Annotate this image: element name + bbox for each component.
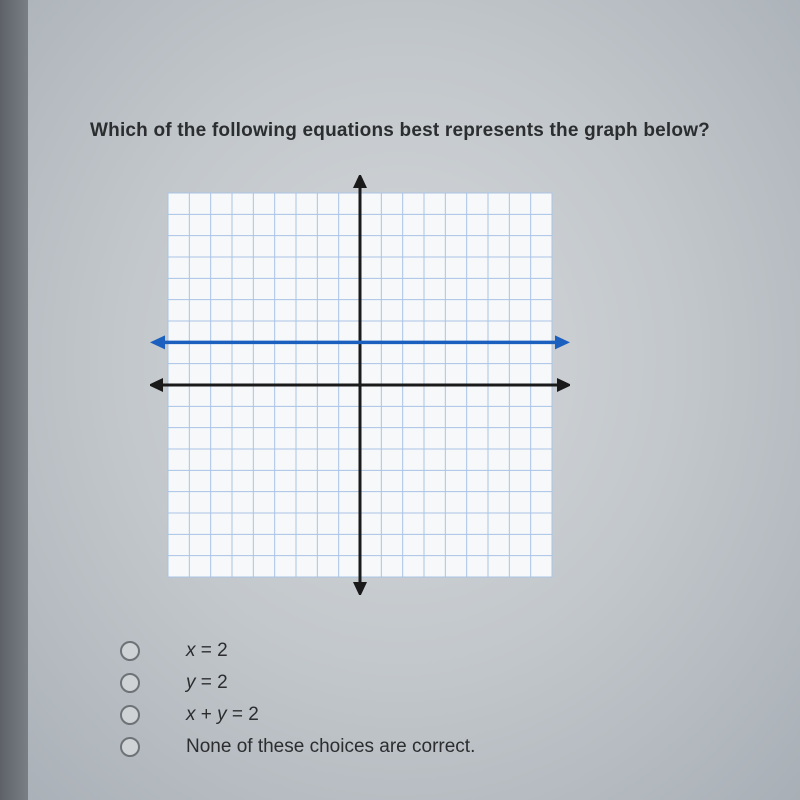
answer-choices: x = 2 y = 2 x + y = 2 None of these choi… — [120, 640, 680, 768]
choice-row: x = 2 — [120, 640, 680, 662]
graph-container — [150, 175, 570, 595]
radio-option-1[interactable] — [120, 641, 140, 661]
choice-row: x + y = 2 — [120, 704, 680, 726]
choice-label-1: x = 2 — [186, 640, 228, 662]
choice-label-4: None of these choices are correct. — [186, 736, 475, 758]
choice-label-2: y = 2 — [186, 672, 228, 694]
coordinate-graph — [150, 175, 570, 595]
window-edge — [0, 0, 28, 800]
choice-row: None of these choices are correct. — [120, 736, 680, 758]
choice-row: y = 2 — [120, 672, 680, 694]
question-text: Which of the following equations best re… — [90, 120, 730, 142]
radio-option-3[interactable] — [120, 705, 140, 725]
radio-option-2[interactable] — [120, 673, 140, 693]
choice-label-3: x + y = 2 — [186, 704, 259, 726]
radio-option-4[interactable] — [120, 737, 140, 757]
